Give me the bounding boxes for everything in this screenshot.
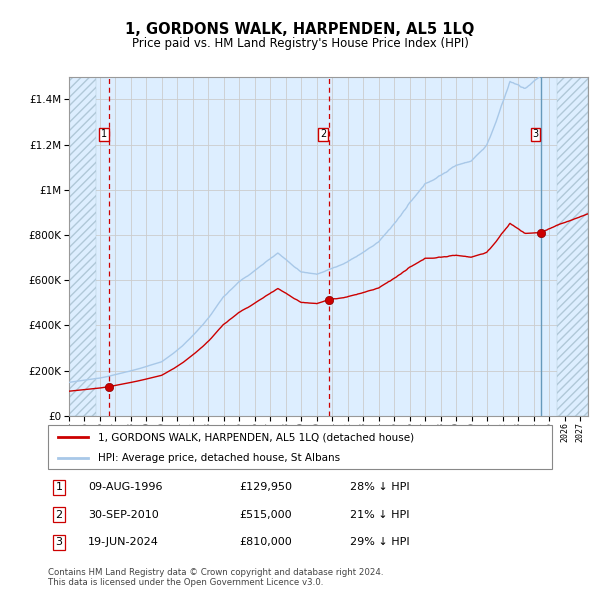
Text: 1, GORDONS WALK, HARPENDEN, AL5 1LQ: 1, GORDONS WALK, HARPENDEN, AL5 1LQ	[125, 22, 475, 37]
Text: 1: 1	[101, 129, 107, 139]
Text: 3: 3	[56, 537, 62, 547]
Text: 09-AUG-1996: 09-AUG-1996	[88, 483, 163, 493]
Text: £129,950: £129,950	[239, 483, 293, 493]
Text: 29% ↓ HPI: 29% ↓ HPI	[350, 537, 410, 547]
Text: 1: 1	[56, 483, 62, 493]
Text: 1, GORDONS WALK, HARPENDEN, AL5 1LQ (detached house): 1, GORDONS WALK, HARPENDEN, AL5 1LQ (det…	[98, 432, 415, 442]
Text: Contains HM Land Registry data © Crown copyright and database right 2024.: Contains HM Land Registry data © Crown c…	[48, 568, 383, 576]
Text: 21% ↓ HPI: 21% ↓ HPI	[350, 510, 410, 520]
Text: This data is licensed under the Open Government Licence v3.0.: This data is licensed under the Open Gov…	[48, 578, 323, 587]
Text: £515,000: £515,000	[239, 510, 292, 520]
Text: 2: 2	[56, 510, 62, 520]
Text: 30-SEP-2010: 30-SEP-2010	[88, 510, 159, 520]
Text: Price paid vs. HM Land Registry's House Price Index (HPI): Price paid vs. HM Land Registry's House …	[131, 37, 469, 50]
Text: £810,000: £810,000	[239, 537, 292, 547]
Text: 28% ↓ HPI: 28% ↓ HPI	[350, 483, 410, 493]
Text: 3: 3	[532, 129, 539, 139]
Text: 19-JUN-2024: 19-JUN-2024	[88, 537, 159, 547]
Text: HPI: Average price, detached house, St Albans: HPI: Average price, detached house, St A…	[98, 453, 341, 463]
Text: 2: 2	[320, 129, 326, 139]
